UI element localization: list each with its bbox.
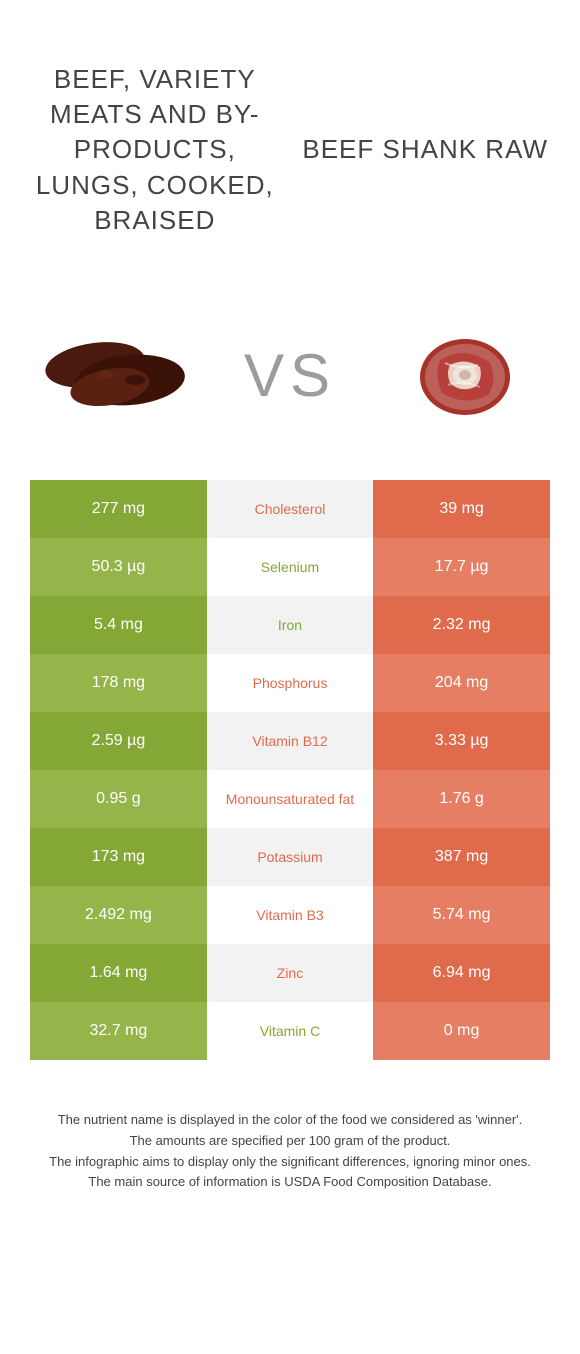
right-value: 0 mg	[373, 1002, 550, 1060]
left-value: 1.64 mg	[30, 944, 207, 1002]
left-food-title: BEEF, VARIETY MEATS AND BY-PRODUCTS, LUN…	[30, 10, 280, 290]
table-row: 178 mgPhosphorus204 mg	[30, 654, 550, 712]
nutrient-name: Iron	[207, 596, 373, 654]
nutrient-name: Monounsaturated fat	[207, 770, 373, 828]
nutrient-name: Vitamin C	[207, 1002, 373, 1060]
left-value: 5.4 mg	[30, 596, 207, 654]
footer-notes: The nutrient name is displayed in the co…	[0, 1110, 580, 1193]
table-row: 2.492 mgVitamin B35.74 mg	[30, 886, 550, 944]
nutrient-name: Zinc	[207, 944, 373, 1002]
footer-line-2: The amounts are specified per 100 gram o…	[20, 1131, 560, 1152]
table-row: 32.7 mgVitamin C0 mg	[30, 1002, 550, 1060]
right-food-title: BEEF SHANK RAW	[300, 10, 550, 290]
right-value: 17.7 µg	[373, 538, 550, 596]
table-row: 5.4 mgIron2.32 mg	[30, 596, 550, 654]
table-row: 2.59 µgVitamin B123.33 µg	[30, 712, 550, 770]
vs-label: VS	[244, 341, 336, 410]
left-value: 173 mg	[30, 828, 207, 886]
comparison-header: BEEF, VARIETY MEATS AND BY-PRODUCTS, LUN…	[0, 0, 580, 290]
left-value: 277 mg	[30, 480, 207, 538]
left-value: 0.95 g	[30, 770, 207, 828]
shank-icon	[410, 325, 520, 425]
right-value: 6.94 mg	[373, 944, 550, 1002]
left-value: 2.59 µg	[30, 712, 207, 770]
nutrient-name: Selenium	[207, 538, 373, 596]
left-value: 2.492 mg	[30, 886, 207, 944]
table-row: 0.95 gMonounsaturated fat1.76 g	[30, 770, 550, 828]
table-row: 1.64 mgZinc6.94 mg	[30, 944, 550, 1002]
images-row: VS	[0, 290, 580, 470]
footer-line-4: The main source of information is USDA F…	[20, 1172, 560, 1193]
left-food-image	[30, 315, 200, 435]
right-food-image	[380, 315, 550, 435]
right-value: 3.33 µg	[373, 712, 550, 770]
right-value: 2.32 mg	[373, 596, 550, 654]
nutrient-name: Vitamin B3	[207, 886, 373, 944]
nutrient-name: Vitamin B12	[207, 712, 373, 770]
nutrient-comparison-table: 277 mgCholesterol39 mg50.3 µgSelenium17.…	[30, 480, 550, 1060]
table-row: 173 mgPotassium387 mg	[30, 828, 550, 886]
table-row: 277 mgCholesterol39 mg	[30, 480, 550, 538]
nutrient-name: Phosphorus	[207, 654, 373, 712]
right-value: 5.74 mg	[373, 886, 550, 944]
left-value: 32.7 mg	[30, 1002, 207, 1060]
footer-line-1: The nutrient name is displayed in the co…	[20, 1110, 560, 1131]
table-row: 50.3 µgSelenium17.7 µg	[30, 538, 550, 596]
footer-line-3: The infographic aims to display only the…	[20, 1152, 560, 1173]
right-value: 39 mg	[373, 480, 550, 538]
left-value: 178 mg	[30, 654, 207, 712]
nutrient-name: Cholesterol	[207, 480, 373, 538]
right-value: 204 mg	[373, 654, 550, 712]
right-value: 1.76 g	[373, 770, 550, 828]
liver-icon	[35, 325, 195, 425]
left-value: 50.3 µg	[30, 538, 207, 596]
right-value: 387 mg	[373, 828, 550, 886]
nutrient-name: Potassium	[207, 828, 373, 886]
